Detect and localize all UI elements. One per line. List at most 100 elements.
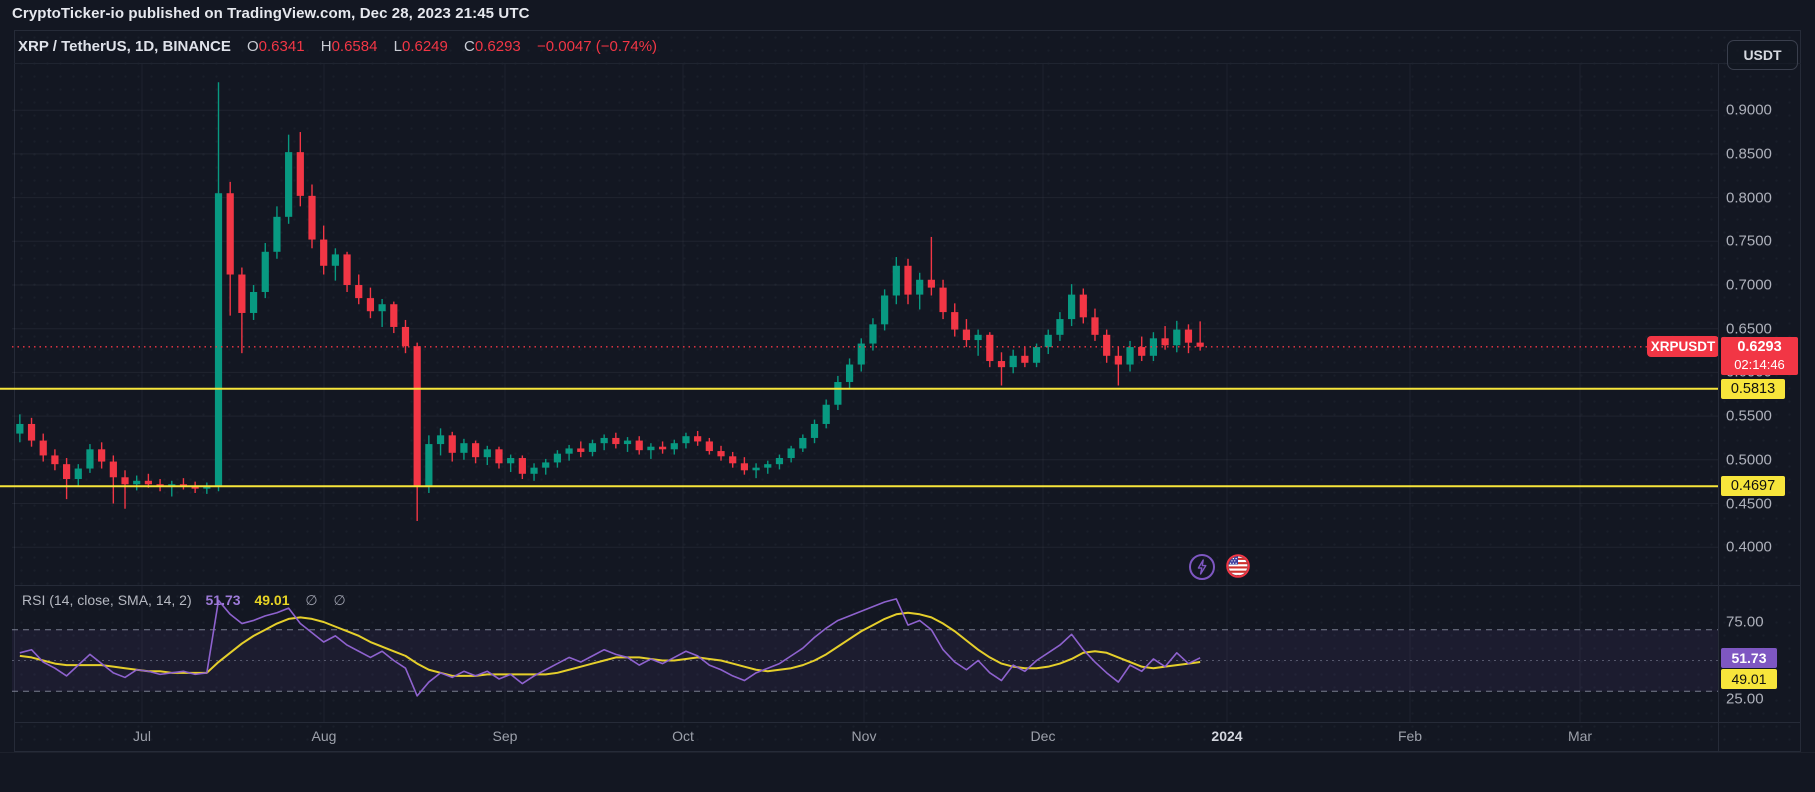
candle-body[interactable]: [612, 437, 620, 445]
candle-body[interactable]: [1103, 334, 1111, 356]
candle-body[interactable]: [179, 484, 188, 487]
candle-body[interactable]: [343, 254, 351, 285]
candle-body[interactable]: [378, 304, 386, 312]
symbol-title[interactable]: XRP / TetherUS, 1D, BINANCE: [18, 38, 231, 55]
candle-body[interactable]: [647, 446, 655, 451]
candle-body[interactable]: [261, 251, 269, 292]
candle-body[interactable]: [1196, 342, 1204, 347]
candle-body[interactable]: [355, 285, 363, 299]
candle-body[interactable]: [1138, 347, 1146, 356]
candle-body[interactable]: [588, 443, 597, 452]
candle-body[interactable]: [1009, 355, 1017, 368]
currency-toggle-button[interactable]: USDT: [1727, 40, 1798, 70]
candle-body[interactable]: [1161, 338, 1169, 346]
candle-body[interactable]: [623, 440, 632, 445]
main-price-pane[interactable]: [0, 64, 1718, 585]
candle-body[interactable]: [238, 274, 246, 313]
candle-body[interactable]: [109, 461, 117, 478]
candle-body[interactable]: [495, 449, 503, 464]
candle-body[interactable]: [273, 216, 281, 252]
candle-body[interactable]: [320, 239, 328, 266]
candle-body[interactable]: [986, 334, 994, 362]
candle-body[interactable]: [705, 441, 713, 452]
candle-body[interactable]: [413, 346, 421, 487]
candle-body[interactable]: [436, 435, 445, 445]
candle-body[interactable]: [565, 448, 573, 454]
candle-body[interactable]: [951, 312, 959, 330]
candle-body[interactable]: [74, 468, 82, 480]
candle-body[interactable]: [904, 265, 912, 295]
candle-body[interactable]: [214, 193, 223, 487]
candle-body[interactable]: [857, 343, 865, 365]
candle-body[interactable]: [1173, 329, 1181, 346]
candle-body[interactable]: [927, 279, 935, 288]
candle-body[interactable]: [1044, 334, 1052, 348]
candle-body[interactable]: [39, 440, 47, 456]
candle-body[interactable]: [939, 287, 947, 313]
candle-body[interactable]: [752, 467, 760, 471]
candle-body[interactable]: [98, 449, 106, 462]
candle-body[interactable]: [881, 295, 889, 325]
candle-body[interactable]: [86, 449, 94, 469]
rsi-pane[interactable]: [0, 586, 1718, 722]
candle-body[interactable]: [472, 443, 480, 458]
candle-body[interactable]: [845, 364, 854, 383]
candle-body[interactable]: [191, 486, 199, 489]
candle-body[interactable]: [1114, 355, 1122, 365]
candle-body[interactable]: [249, 291, 258, 313]
rsi-title[interactable]: RSI (14, close, SMA, 14, 2): [22, 592, 192, 608]
candle-body[interactable]: [518, 458, 526, 474]
candle-body[interactable]: [1021, 355, 1029, 363]
candle-body[interactable]: [1126, 347, 1134, 365]
candle-body[interactable]: [682, 436, 690, 444]
rsi-indicator-legend[interactable]: RSI (14, close, SMA, 14, 2) 51.73 49.01 …: [22, 592, 352, 609]
candle-body[interactable]: [694, 436, 702, 442]
candle-body[interactable]: [717, 451, 725, 457]
candle-body[interactable]: [296, 152, 304, 196]
candle-body[interactable]: [962, 329, 971, 341]
candle-body[interactable]: [27, 423, 36, 441]
candle-body[interactable]: [729, 456, 737, 464]
candle-body[interactable]: [916, 279, 924, 295]
candle-body[interactable]: [834, 382, 842, 405]
candle-body[interactable]: [203, 486, 211, 489]
candle-body[interactable]: [670, 443, 678, 450]
candle-body[interactable]: [1184, 329, 1193, 343]
candle-body[interactable]: [507, 458, 515, 464]
candle-body[interactable]: [390, 304, 398, 327]
candle-body[interactable]: [226, 193, 234, 275]
candle-body[interactable]: [144, 480, 152, 485]
candle-body[interactable]: [822, 404, 830, 424]
candle-body[interactable]: [1068, 294, 1076, 320]
candle-body[interactable]: [658, 446, 667, 450]
candle-body[interactable]: [787, 448, 795, 459]
us-event-marker[interactable]: [1225, 553, 1251, 579]
candle-body[interactable]: [51, 455, 59, 465]
candle-body[interactable]: [530, 467, 538, 474]
candle-body[interactable]: [997, 361, 1006, 368]
candle-body[interactable]: [577, 448, 585, 452]
candle-body[interactable]: [600, 437, 608, 444]
candle-body[interactable]: [133, 480, 141, 485]
candle-body[interactable]: [869, 324, 877, 344]
candle-body[interactable]: [401, 326, 410, 347]
candle-body[interactable]: [16, 423, 24, 434]
candle-body[interactable]: [810, 423, 819, 438]
candle-body[interactable]: [635, 440, 643, 451]
candle-body[interactable]: [553, 453, 562, 463]
candle-body[interactable]: [121, 477, 129, 485]
candle-body[interactable]: [460, 443, 468, 453]
candle-body[interactable]: [425, 444, 433, 487]
candle-body[interactable]: [892, 265, 900, 296]
candle-body[interactable]: [285, 152, 293, 217]
candle-body[interactable]: [62, 464, 71, 480]
candle-body[interactable]: [483, 449, 491, 458]
candle-body[interactable]: [764, 464, 772, 468]
candle-body[interactable]: [1091, 317, 1099, 335]
symbol-info[interactable]: XRP / TetherUS, 1D, BINANCE O0.6341 H0.6…: [18, 38, 657, 55]
candle-body[interactable]: [448, 435, 456, 453]
candle-body[interactable]: [308, 195, 316, 240]
candle-body[interactable]: [366, 298, 375, 312]
candle-body[interactable]: [775, 458, 784, 465]
candle-body[interactable]: [1056, 319, 1064, 335]
